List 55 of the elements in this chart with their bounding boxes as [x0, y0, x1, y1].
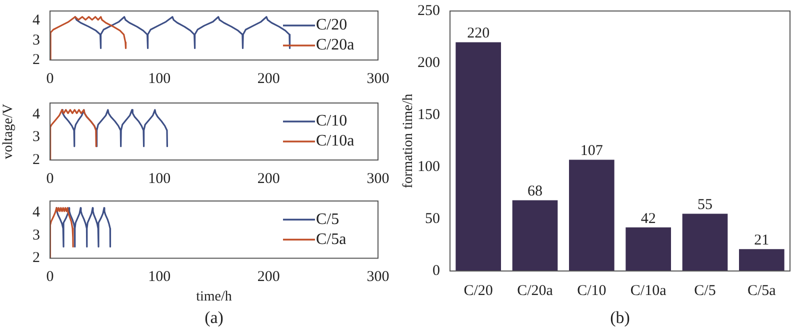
x-tick-label: C/20a — [517, 282, 554, 299]
y-axis-title: voltage/V — [1, 104, 16, 160]
y-tick-label: 3 — [32, 227, 40, 244]
x-tick-label: 100 — [148, 70, 171, 87]
bar — [512, 200, 558, 271]
data-label: 68 — [528, 184, 542, 200]
bar — [456, 42, 501, 271]
x-tick-label: 200 — [257, 70, 280, 87]
y-tick-label: 4 — [32, 12, 40, 29]
x-tick-label: 300 — [366, 269, 390, 286]
x-tick-label: 200 — [257, 170, 280, 187]
x-tick-label: 0 — [46, 170, 54, 187]
x-tick-label: 100 — [148, 269, 171, 286]
text: (b) — [610, 308, 630, 327]
legend-label: C/5a — [316, 230, 346, 248]
legend-label: C/5 — [316, 210, 340, 228]
x-tick-label: C/10 — [577, 282, 606, 299]
legend-label: C/10a — [316, 132, 354, 150]
text: (a) — [204, 308, 224, 327]
y-tick-label: 200 — [418, 54, 440, 71]
data-label: 107 — [580, 143, 604, 160]
y-tick-label: 2 — [32, 152, 40, 168]
y-tick-label: 100 — [418, 158, 440, 175]
x-tick-label: C/5 — [694, 282, 716, 299]
bar — [626, 227, 671, 271]
x-tick-label: C/20 — [464, 282, 493, 299]
x-tick-label: 200 — [257, 269, 280, 286]
x-axis-title: time/h — [196, 289, 232, 304]
y-tick-label: 3 — [32, 129, 40, 146]
y-tick-label: 2 — [32, 52, 40, 68]
x-tick-label: C/5a — [747, 282, 776, 299]
x-tick-label: 0 — [46, 269, 54, 286]
legend-label: C/20 — [316, 16, 348, 34]
y-tick-label: 4 — [32, 204, 40, 220]
y-tick-label: 3 — [32, 32, 40, 48]
legend-label: C/10 — [316, 112, 348, 130]
legend-label: C/20a — [316, 36, 354, 54]
x-tick-label: 0 — [46, 70, 54, 87]
bar — [682, 214, 728, 271]
data-label: 220 — [467, 26, 490, 42]
y-tick-label: 150 — [418, 106, 440, 123]
x-tick-label: C/10a — [630, 282, 667, 299]
y-tick-label: 2 — [32, 250, 40, 266]
y-axis-title: formation time/h — [401, 94, 416, 188]
x-tick-label: 300 — [366, 70, 390, 87]
bar — [739, 249, 784, 271]
data-label: 55 — [698, 197, 712, 214]
x-tick-label: 100 — [148, 170, 171, 187]
y-tick-label: 250 — [418, 2, 440, 19]
y-tick-label: 4 — [32, 106, 40, 122]
data-label: 42 — [640, 210, 656, 227]
x-tick-label: 300 — [366, 170, 390, 187]
data-label: 21 — [754, 232, 770, 249]
bar — [569, 160, 614, 271]
y-tick-label: 50 — [425, 210, 440, 227]
